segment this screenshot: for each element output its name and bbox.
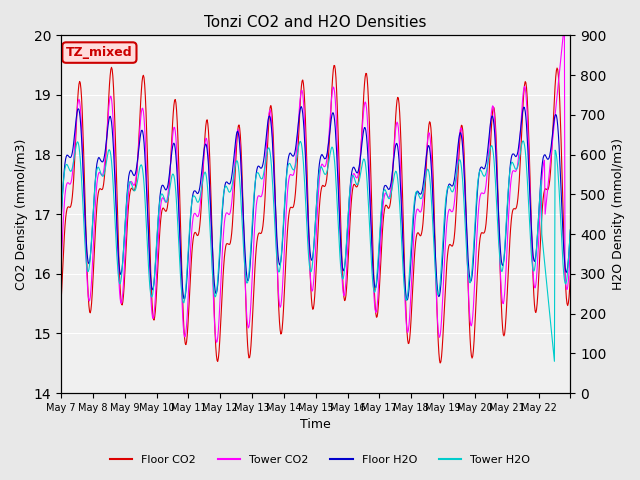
- Line: Tower H2O: Tower H2O: [61, 141, 570, 361]
- Floor H2O: [397, 194, 405, 200]
- Tower H2O: [566, 227, 574, 232]
- Line: Floor CO2: Floor CO2: [61, 65, 570, 363]
- Floor H2O: [403, 297, 411, 303]
- Tower H2O: [368, 266, 376, 272]
- Tower H2O: [117, 278, 125, 284]
- Line: Tower CO2: Tower CO2: [61, 24, 570, 342]
- Floor CO2: [436, 360, 444, 366]
- Tower H2O: [397, 214, 404, 219]
- X-axis label: Time: Time: [300, 419, 331, 432]
- Tower CO2: [369, 259, 376, 265]
- Floor H2O: [236, 142, 243, 147]
- Tower CO2: [561, 21, 568, 26]
- Floor CO2: [236, 125, 243, 131]
- Floor CO2: [57, 300, 65, 306]
- Floor CO2: [117, 295, 125, 301]
- Title: Tonzi CO2 and H2O Densities: Tonzi CO2 and H2O Densities: [204, 15, 427, 30]
- Tower CO2: [212, 339, 220, 345]
- Tower CO2: [397, 179, 405, 184]
- Floor CO2: [255, 230, 263, 236]
- Floor CO2: [369, 231, 376, 237]
- Tower H2O: [211, 292, 218, 298]
- Tower CO2: [117, 300, 125, 306]
- Line: Floor H2O: Floor H2O: [61, 107, 570, 300]
- Tower CO2: [236, 147, 244, 153]
- Legend: Floor CO2, Tower CO2, Floor H2O, Tower H2O: Floor CO2, Tower CO2, Floor H2O, Tower H…: [105, 451, 535, 469]
- Floor H2O: [57, 217, 65, 223]
- Tower H2O: [550, 359, 558, 364]
- Tower CO2: [566, 244, 574, 250]
- Tower H2O: [57, 215, 65, 221]
- Tower H2O: [236, 177, 243, 183]
- Tower H2O: [520, 138, 527, 144]
- Floor CO2: [211, 313, 218, 319]
- Tower CO2: [57, 266, 65, 272]
- Y-axis label: CO2 Density (mmol/m3): CO2 Density (mmol/m3): [15, 139, 28, 290]
- Floor H2O: [566, 227, 574, 233]
- Y-axis label: H2O Density (mmol/m3): H2O Density (mmol/m3): [612, 138, 625, 290]
- Floor H2O: [117, 272, 125, 277]
- Floor CO2: [331, 62, 339, 68]
- Tower CO2: [256, 193, 264, 199]
- Floor H2O: [211, 281, 218, 287]
- Tower H2O: [255, 171, 263, 177]
- Floor CO2: [397, 142, 405, 147]
- Floor H2O: [255, 163, 263, 169]
- Tower CO2: [211, 318, 218, 324]
- Floor H2O: [298, 104, 305, 109]
- Text: TZ_mixed: TZ_mixed: [66, 46, 132, 59]
- Floor H2O: [369, 256, 376, 262]
- Floor CO2: [566, 274, 574, 279]
